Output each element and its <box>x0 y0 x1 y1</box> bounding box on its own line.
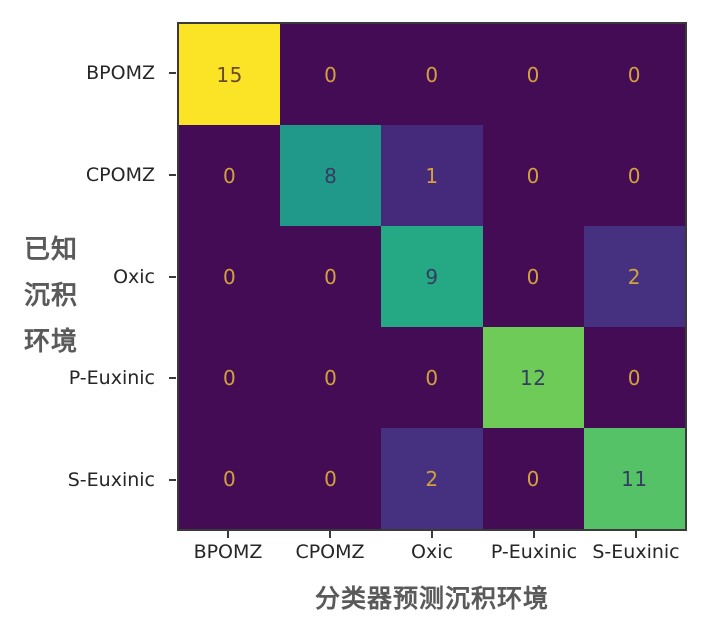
heatmap-cell: 0 <box>482 226 584 327</box>
y-tick-mark <box>169 71 176 74</box>
x-tick-mark <box>329 531 331 538</box>
heatmap-plot-area: 15 0 0 0 0 0 8 1 0 0 0 0 9 0 2 0 0 0 12 0 0 0 2 0 11 <box>177 22 687 531</box>
y-tick-label: CPOMZ <box>85 163 155 186</box>
y-axis-title-line: 沉积 <box>24 281 79 311</box>
heatmap-cell: 0 <box>583 24 685 125</box>
heatmap-cell: 0 <box>583 327 685 428</box>
heatmap-cell: 9 <box>381 226 483 327</box>
heatmap-cell: 0 <box>280 226 382 327</box>
heatmap-cell: 0 <box>179 125 281 226</box>
heatmap-cell: 0 <box>482 125 584 226</box>
x-tick-label: Oxic <box>411 541 453 563</box>
x-tick-mark <box>533 531 535 538</box>
x-tick-mark <box>431 531 433 538</box>
heatmap-cell: 11 <box>583 428 685 529</box>
x-tick-label: P-Euxinic <box>490 541 578 563</box>
heatmap-cell: 0 <box>482 428 584 529</box>
x-tick-label: CPOMZ <box>295 541 365 563</box>
y-tick-label: Oxic <box>113 265 155 288</box>
y-tick-mark <box>169 275 176 278</box>
heatmap-cell: 0 <box>280 24 382 125</box>
y-axis-title: 已知 沉积 环境 <box>24 227 78 365</box>
x-axis-title: 分类器预测沉积环境 <box>314 584 549 613</box>
y-tick-label: BPOMZ <box>86 61 155 84</box>
y-axis-title-line: 已知 <box>24 235 79 265</box>
y-tick-label: S-Euxinic <box>67 469 155 492</box>
y-axis-title-line: 环境 <box>24 327 79 357</box>
heatmap-cell: 0 <box>381 24 483 125</box>
heatmap-cell: 0 <box>179 226 281 327</box>
heatmap-cell: 0 <box>381 327 483 428</box>
heatmap-cell: 8 <box>280 125 382 226</box>
y-tick-mark <box>169 377 176 380</box>
y-tick-mark <box>169 173 176 176</box>
heatmap-cell: 0 <box>280 327 382 428</box>
x-tick-mark <box>635 531 637 538</box>
x-tick-mark <box>227 531 229 538</box>
heatmap-cell: 12 <box>482 327 584 428</box>
x-tick-label: S-Euxinic <box>592 541 680 563</box>
heatmap-cell: 0 <box>280 428 382 529</box>
heatmap-cell: 0 <box>583 125 685 226</box>
y-tick-mark <box>169 479 176 482</box>
x-tick-label: BPOMZ <box>193 541 263 563</box>
heatmap-cell: 0 <box>179 428 281 529</box>
y-tick-label: P-Euxinic <box>68 367 155 390</box>
heatmap-cell: 15 <box>179 24 281 125</box>
heatmap-cell: 0 <box>179 327 281 428</box>
heatmap-cell: 1 <box>381 125 483 226</box>
heatmap-cell: 0 <box>482 24 584 125</box>
heatmap-cell: 2 <box>381 428 483 529</box>
heatmap-cell: 2 <box>583 226 685 327</box>
